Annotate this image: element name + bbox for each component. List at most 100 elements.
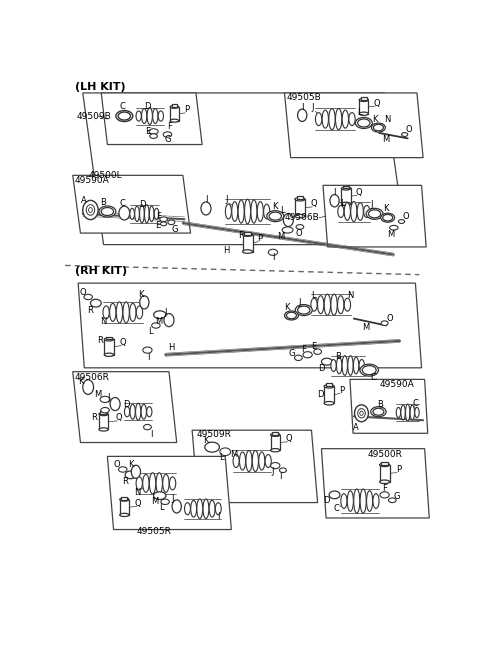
Ellipse shape xyxy=(88,208,92,212)
Ellipse shape xyxy=(372,123,385,132)
Ellipse shape xyxy=(123,302,129,323)
Text: N: N xyxy=(348,291,354,300)
Ellipse shape xyxy=(331,360,336,372)
Ellipse shape xyxy=(84,295,92,300)
Bar xyxy=(100,411,107,414)
Text: O: O xyxy=(403,212,409,221)
Text: L: L xyxy=(280,206,285,215)
Ellipse shape xyxy=(100,396,110,403)
Ellipse shape xyxy=(120,498,129,501)
Text: F: F xyxy=(156,212,161,221)
Bar xyxy=(244,231,251,235)
Bar xyxy=(343,186,349,188)
Text: O: O xyxy=(406,125,412,134)
Text: O: O xyxy=(387,314,393,323)
Ellipse shape xyxy=(90,299,101,307)
Ellipse shape xyxy=(135,403,141,420)
Text: F: F xyxy=(301,345,306,354)
Text: E: E xyxy=(145,127,150,136)
Ellipse shape xyxy=(104,353,114,357)
Ellipse shape xyxy=(144,205,149,223)
Text: E: E xyxy=(311,342,316,351)
Text: Q: Q xyxy=(286,434,292,443)
Text: Q: Q xyxy=(135,499,142,508)
Ellipse shape xyxy=(140,296,149,309)
Ellipse shape xyxy=(124,407,130,416)
Ellipse shape xyxy=(329,491,340,499)
Ellipse shape xyxy=(348,491,353,511)
Text: J: J xyxy=(172,494,174,503)
Ellipse shape xyxy=(238,200,244,223)
Ellipse shape xyxy=(240,452,246,470)
Text: I: I xyxy=(150,430,153,438)
Ellipse shape xyxy=(161,499,169,505)
Text: J: J xyxy=(312,103,314,112)
Ellipse shape xyxy=(315,113,322,126)
Ellipse shape xyxy=(83,380,94,394)
Ellipse shape xyxy=(373,408,384,415)
Ellipse shape xyxy=(143,474,149,492)
Ellipse shape xyxy=(149,473,156,494)
Ellipse shape xyxy=(296,225,304,229)
Ellipse shape xyxy=(351,202,357,221)
Ellipse shape xyxy=(184,503,191,515)
Ellipse shape xyxy=(355,405,369,422)
Text: J: J xyxy=(299,298,301,307)
Text: C: C xyxy=(412,399,419,408)
Text: G: G xyxy=(289,349,296,358)
Text: R: R xyxy=(97,336,103,345)
Ellipse shape xyxy=(318,296,324,314)
Ellipse shape xyxy=(285,311,299,320)
Ellipse shape xyxy=(246,451,252,472)
Ellipse shape xyxy=(373,494,379,509)
Text: E: E xyxy=(156,221,161,230)
Ellipse shape xyxy=(120,513,129,517)
Ellipse shape xyxy=(362,366,376,375)
Text: F: F xyxy=(168,123,172,131)
Ellipse shape xyxy=(267,211,284,221)
Ellipse shape xyxy=(388,498,396,503)
Bar xyxy=(297,196,303,199)
Ellipse shape xyxy=(380,463,390,467)
Text: K: K xyxy=(129,461,134,469)
Ellipse shape xyxy=(295,198,305,201)
Bar xyxy=(341,188,351,204)
Polygon shape xyxy=(73,175,191,233)
Ellipse shape xyxy=(83,200,98,219)
Text: A: A xyxy=(82,196,87,205)
Text: R: R xyxy=(122,476,128,486)
Ellipse shape xyxy=(383,214,393,221)
Ellipse shape xyxy=(336,357,342,374)
Text: F: F xyxy=(238,231,243,240)
Ellipse shape xyxy=(366,208,383,219)
Ellipse shape xyxy=(130,208,134,219)
Text: K: K xyxy=(203,436,209,445)
Ellipse shape xyxy=(369,210,381,218)
Text: J: J xyxy=(226,196,228,204)
Text: 49506R: 49506R xyxy=(74,372,109,382)
Ellipse shape xyxy=(164,314,174,327)
Text: 49509R: 49509R xyxy=(197,430,231,440)
Ellipse shape xyxy=(103,306,109,319)
Ellipse shape xyxy=(311,299,317,311)
Ellipse shape xyxy=(344,299,350,311)
Ellipse shape xyxy=(144,424,151,430)
Text: H: H xyxy=(168,343,175,351)
Ellipse shape xyxy=(406,404,410,421)
Bar xyxy=(324,386,334,403)
Text: H: H xyxy=(224,246,230,254)
Ellipse shape xyxy=(359,360,364,372)
Text: D: D xyxy=(140,200,146,209)
Ellipse shape xyxy=(353,357,359,374)
Ellipse shape xyxy=(358,409,365,418)
Text: 49505R: 49505R xyxy=(136,527,171,536)
Ellipse shape xyxy=(355,117,372,129)
Bar xyxy=(171,104,177,107)
Text: N: N xyxy=(134,488,141,497)
Ellipse shape xyxy=(364,206,370,217)
Text: J: J xyxy=(165,308,167,317)
Polygon shape xyxy=(323,185,426,247)
Ellipse shape xyxy=(398,219,405,223)
Text: 49506B: 49506B xyxy=(285,213,319,222)
Ellipse shape xyxy=(271,433,280,436)
